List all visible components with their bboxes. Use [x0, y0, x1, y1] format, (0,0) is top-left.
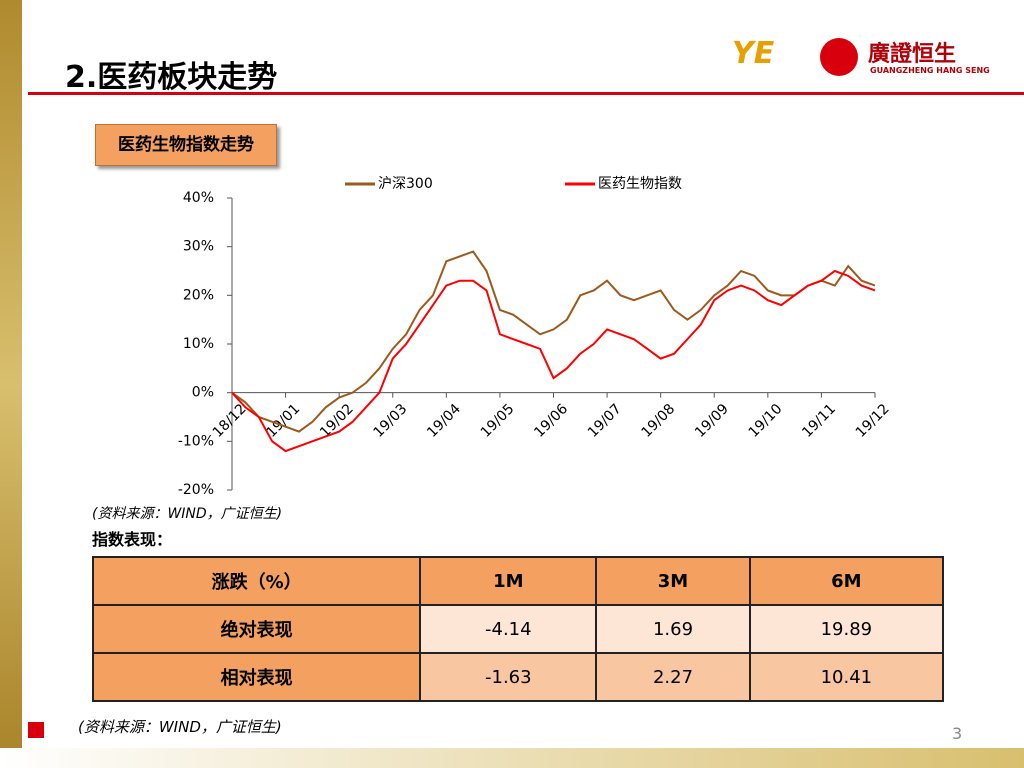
- x-tick-label: 19/08: [638, 401, 678, 441]
- series-line: [231, 269, 876, 453]
- x-tick-label: 19/04: [424, 401, 464, 441]
- source-note: (资料来源：WIND，广证恒生): [92, 506, 283, 522]
- legend-label: 沪深300: [378, 176, 433, 192]
- x-tick-label: 19/06: [531, 401, 571, 441]
- x-tick-label: 19/07: [585, 401, 625, 441]
- series-line: [231, 250, 876, 433]
- section-label: 医药生物指数走势: [95, 124, 277, 166]
- cell: -1.63: [419, 652, 598, 702]
- cell: -4.14: [419, 604, 598, 654]
- header-cell: 3M: [595, 556, 751, 606]
- legend-label: 医药生物指数: [598, 176, 682, 192]
- cell: 10.41: [748, 652, 945, 702]
- x-tick-label: 19/02: [317, 401, 357, 441]
- x-tick-label: 19/10: [746, 401, 786, 441]
- y-tick-label: 30%: [183, 239, 214, 255]
- footer-note: (资料来源：WIND，广证恒生): [78, 718, 282, 736]
- title-rule: [28, 92, 1024, 95]
- y-tick-label: -20%: [178, 482, 214, 498]
- header-cell: 涨跌（%）: [91, 556, 422, 606]
- header-cell: 6M: [748, 556, 945, 606]
- slide-title: 2.医药板块走势: [65, 60, 278, 95]
- table-title: 指数表现：: [92, 530, 173, 549]
- logo-sub: GUANGZHENG HANG SENG: [870, 66, 990, 75]
- x-tick-label: 18/12: [210, 401, 250, 441]
- x-tick-label: 19/05: [478, 401, 518, 441]
- x-tick-label: 19/12: [853, 401, 893, 441]
- cell: 1.69: [595, 604, 751, 654]
- bottom-band: [0, 748, 1024, 768]
- cell: 2.27: [595, 652, 751, 702]
- y-tick-label: 0%: [192, 385, 214, 401]
- row-label: 绝对表现: [91, 604, 422, 654]
- cell: 19.89: [748, 604, 945, 654]
- y-tick-label: 40%: [183, 190, 214, 206]
- y-tick-label: 20%: [183, 287, 214, 303]
- y-tick-label: 10%: [183, 336, 214, 352]
- side-bar: [0, 0, 22, 768]
- logo-mark: YE: [732, 36, 775, 71]
- y-tick-label: -10%: [178, 433, 214, 449]
- footer-square: [28, 722, 44, 738]
- logo-circle: [820, 38, 858, 76]
- row-label: 相对表现: [91, 652, 422, 702]
- header-cell: 1M: [419, 556, 598, 606]
- x-tick-label: 19/03: [371, 401, 411, 441]
- performance-table: 涨跌（%） 1M 3M 6M 绝对表现 -4.14 1.69 19.89 相对表现 -1.63…: [91, 556, 945, 702]
- logo-name: 廣證恒生: [868, 42, 957, 67]
- page-number: 3: [952, 724, 963, 743]
- x-tick-label: 19/09: [692, 401, 732, 441]
- x-tick-label: 19/11: [799, 401, 839, 441]
